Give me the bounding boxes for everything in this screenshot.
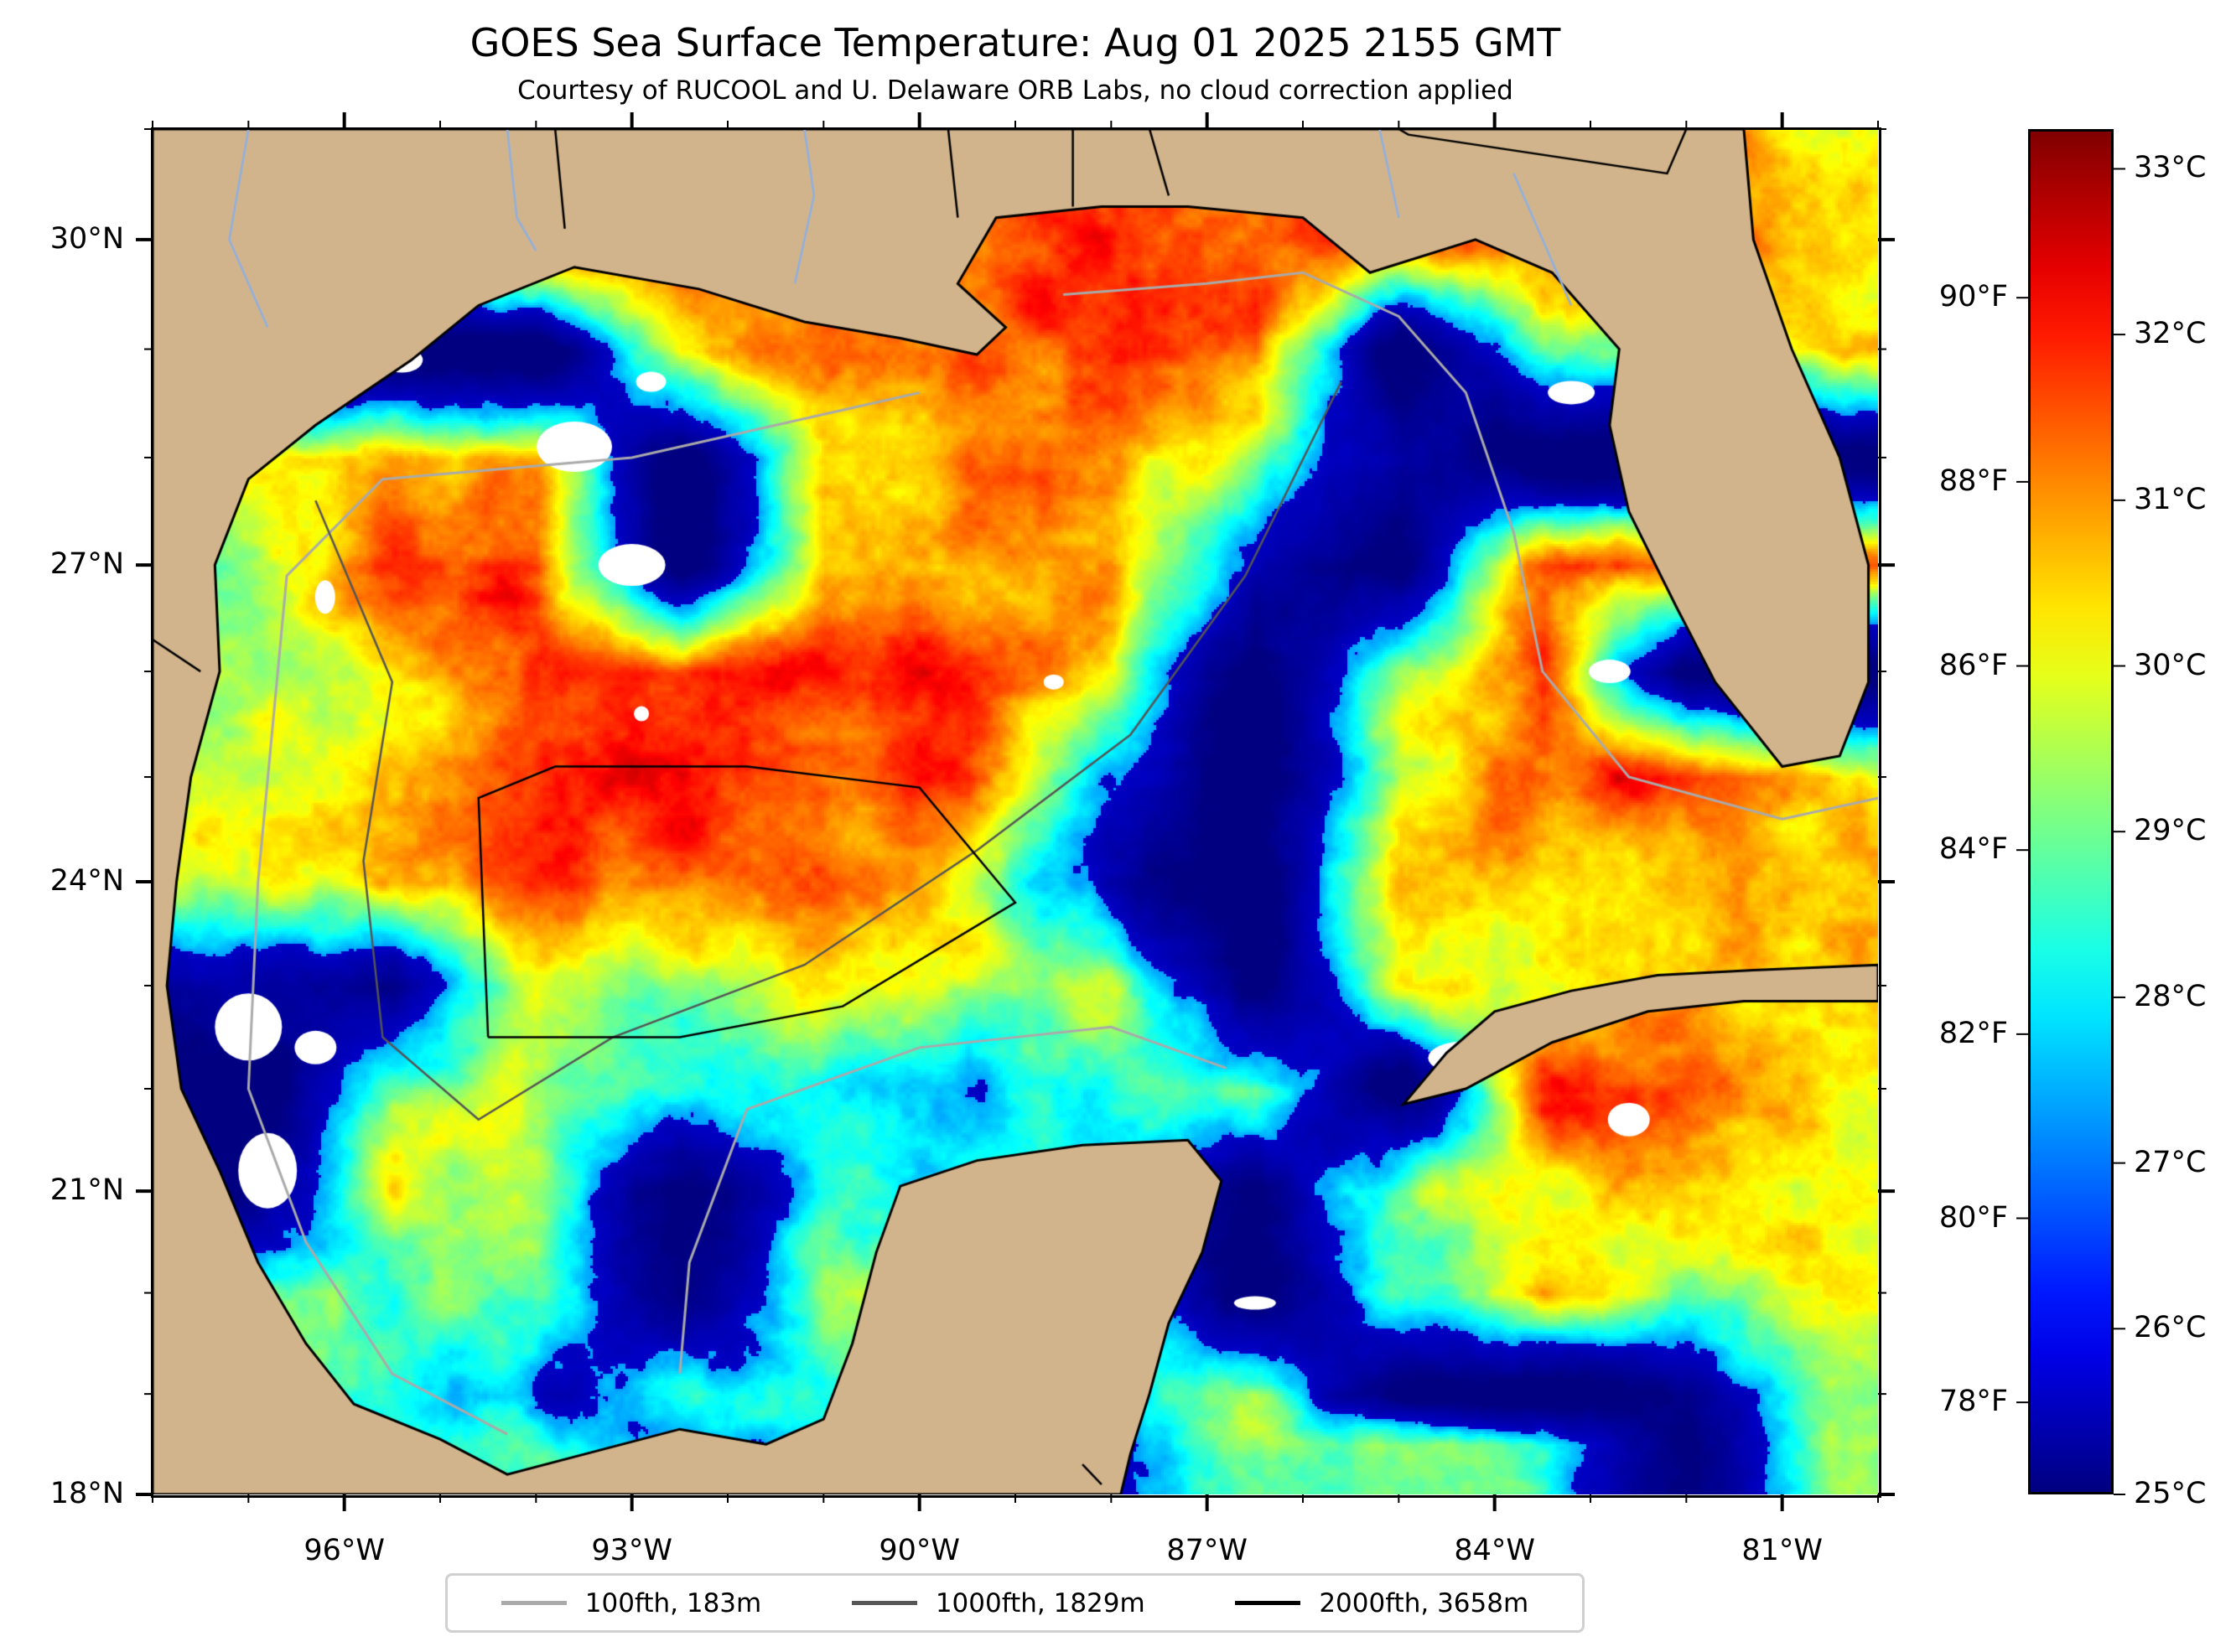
- colorbar-c-label: 26°C: [2134, 1311, 2207, 1345]
- colorbar-c-label: 27°C: [2134, 1145, 2207, 1179]
- colorbar-c-label: 31°C: [2134, 482, 2207, 516]
- y-tick-label: 27°N: [49, 547, 124, 582]
- chart-subtitle: Courtesy of RUCOOL and U. Delaware ORB L…: [517, 75, 1513, 106]
- legend-item-1000fth: 1000fth, 1829m: [851, 1587, 1145, 1618]
- legend-item-100fth: 100fth, 183m: [501, 1588, 761, 1618]
- colorbar-f-label: 78°F: [1938, 1385, 2008, 1419]
- colorbar-f-label: 80°F: [1938, 1200, 2008, 1235]
- colorbar-f-label: 88°F: [1938, 463, 2008, 498]
- x-tick-label: 84°W: [1454, 1534, 1535, 1567]
- chart-title: GOES Sea Surface Temperature: Aug 01 202…: [470, 20, 1561, 65]
- y-tick-label: 21°N: [49, 1173, 124, 1208]
- y-tick-label: 18°N: [49, 1477, 124, 1510]
- legend-label: 2000fth, 3658m: [1319, 1587, 1529, 1618]
- x-tick-label: 90°W: [879, 1534, 960, 1567]
- colorbar-c-label: 28°C: [2134, 979, 2207, 1013]
- colorbar-c-label: 32°C: [2134, 317, 2207, 351]
- colorbar-c-label: 33°C: [2134, 151, 2207, 185]
- x-tick-label: 96°W: [304, 1534, 385, 1567]
- x-tick-label: 87°W: [1166, 1534, 1248, 1567]
- y-tick-label: 24°N: [49, 863, 124, 898]
- colorbar-f-label: 84°F: [1938, 832, 2008, 867]
- sst-heatmap-canvas: [153, 129, 1878, 1494]
- legend-line-1000fth: [851, 1601, 917, 1605]
- colorbar-f-label: 90°F: [1938, 280, 2008, 314]
- sst-map: [153, 129, 1878, 1494]
- colorbar-f-label: 82°F: [1938, 1016, 2008, 1050]
- legend: 100fth, 183m 1000fth, 1829m 2000fth, 365…: [445, 1573, 1585, 1633]
- colorbar-c-label: 30°C: [2134, 648, 2207, 682]
- colorbar-c-label: 25°C: [2134, 1477, 2207, 1510]
- y-tick-label: 30°N: [49, 221, 124, 256]
- legend-label: 100fth, 183m: [584, 1587, 762, 1618]
- x-tick-label: 81°W: [1741, 1534, 1823, 1567]
- x-tick-label: 93°W: [591, 1534, 672, 1567]
- colorbar: [2028, 129, 2114, 1494]
- colorbar-c-label: 29°C: [2134, 814, 2207, 848]
- legend-line-100fth: [501, 1601, 567, 1605]
- legend-item-2000fth: 2000fth, 3658m: [1235, 1588, 1528, 1618]
- legend-label: 1000fth, 1829m: [935, 1587, 1145, 1618]
- legend-line-2000fth: [1235, 1601, 1301, 1605]
- colorbar-f-label: 86°F: [1938, 648, 2008, 682]
